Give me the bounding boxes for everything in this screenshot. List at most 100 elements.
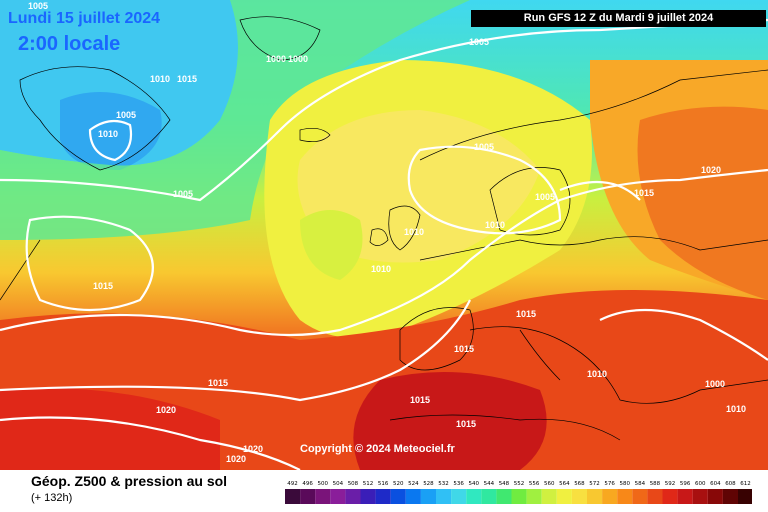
scale-swatch [390,489,406,504]
scale-tick-label: 572 [589,481,600,487]
scale-tick-label: 592 [665,481,676,487]
scale-swatch [360,489,376,504]
isobar-label: 1005 [535,192,555,202]
scale-swatch [330,489,346,504]
legend-footer: Géop. Z500 & pression au sol (+ 132h) 49… [0,470,768,512]
scale-tick-label: 600 [695,481,706,487]
isobar-label: 1000 [266,54,286,64]
scale-tick-label: 580 [620,481,631,487]
forecast-offset: (+ 132h) [31,492,73,504]
scale-tick-label: 560 [544,481,555,487]
run-info: Run GFS 12 Z du Mardi 9 juillet 2024 [471,10,766,27]
scale-tick-label: 496 [302,481,313,487]
scale-swatch [420,489,436,504]
isobar-label: 1010 [726,404,746,414]
scale-swatch [436,489,452,504]
isobar-label: 1010 [485,220,505,230]
scale-tick-label: 612 [740,481,751,487]
isobar-label: 1015 [456,419,476,429]
color-scale: 492 496 500 504 508 512 516 520 524 528 532 536 540 5… [285,481,752,504]
isobar-label: 1010 [404,227,424,237]
scale-tick-label: 556 [529,481,540,487]
isobar-label: 1015 [410,395,430,405]
isobar-label: 1010 [150,74,170,84]
scale-swatch [300,489,316,504]
scale-tick-label: 596 [680,481,691,487]
scale-swatch [466,489,482,504]
isobar-label: 1015 [634,188,654,198]
isobar-label: 1020 [243,444,263,454]
scale-swatch [647,489,663,504]
scale-swatch [738,489,752,504]
isobar-label: 1020 [701,165,721,175]
isobar-label: 1020 [226,454,246,464]
scale-swatch [511,489,527,504]
scale-tick-label: 532 [438,481,449,487]
scale-swatch [451,489,467,504]
scale-swatch [285,489,301,504]
geopotential-map: 1005 1005 1005 1005 1005 1005 1010 1010 … [0,0,768,470]
isobar-label: 1015 [454,344,474,354]
local-time: 2:00 locale [18,33,121,55]
scale-swatch [481,489,497,504]
scale-swatch [662,489,678,504]
scale-tick-label: 500 [318,481,329,487]
scale-swatch [526,489,542,504]
scale-swatch [617,489,633,504]
scale-tick-label: 504 [333,481,344,487]
scale-tick-label: 608 [725,481,736,487]
forecast-date: Lundi 15 juillet 2024 [8,10,161,27]
scale-swatch [541,489,557,504]
scale-swatch [315,489,331,504]
scale-swatch [692,489,708,504]
isobar-label: 1015 [516,309,536,319]
isobar-label: 1005 [474,142,494,152]
isobar-label: 1005 [28,1,48,11]
scale-tick-label: 540 [469,481,480,487]
scale-tick-label: 584 [635,481,646,487]
scale-swatch [707,489,723,504]
isobar-label: 1015 [208,378,228,388]
scale-tick-label: 604 [710,481,721,487]
scale-tick-label: 508 [348,481,359,487]
scale-swatch [556,489,572,504]
scale-tick-label: 524 [408,481,419,487]
legend-title: Géop. Z500 & pression au sol [31,473,228,489]
isobar-label: 1020 [156,405,176,415]
isobar-label: 1005 [116,110,136,120]
scale-tick-label: 512 [363,481,374,487]
scale-tick-label: 536 [453,481,464,487]
scale-tick-label: 492 [287,481,298,487]
scale-swatch [571,489,587,504]
scale-swatch [405,489,421,504]
isobar-label: 1010 [98,129,118,139]
isobar-label: 1000 [705,379,725,389]
scale-tick-label: 552 [514,481,525,487]
scale-swatch [496,489,512,504]
scale-swatch [632,489,648,504]
scale-tick-label: 588 [650,481,661,487]
scale-swatch [602,489,618,504]
isobar-label: 1010 [587,369,607,379]
scale-tick-label: 528 [423,481,434,487]
scale-swatch [587,489,603,504]
scale-tick-label: 516 [378,481,389,487]
scale-swatch [375,489,391,504]
copyright: Copyright © 2024 Meteociel.fr [300,443,455,455]
scale-swatch [677,489,693,504]
isobar-label: 1015 [177,74,197,84]
scale-swatch [722,489,738,504]
scale-tick-label: 544 [484,481,495,487]
isobar-label: 1005 [469,37,489,47]
scale-tick-label: 564 [559,481,570,487]
isobar-label: 1005 [173,189,193,199]
isobar-label: 1000 [288,54,308,64]
scale-tick-label: 548 [499,481,510,487]
scale-tick-label: 568 [574,481,585,487]
isobar-label: 1015 [93,281,113,291]
scale-tick-label: 520 [393,481,404,487]
scale-swatch [345,489,361,504]
scale-tick-label: 576 [604,481,615,487]
isobar-label: 1010 [371,264,391,274]
